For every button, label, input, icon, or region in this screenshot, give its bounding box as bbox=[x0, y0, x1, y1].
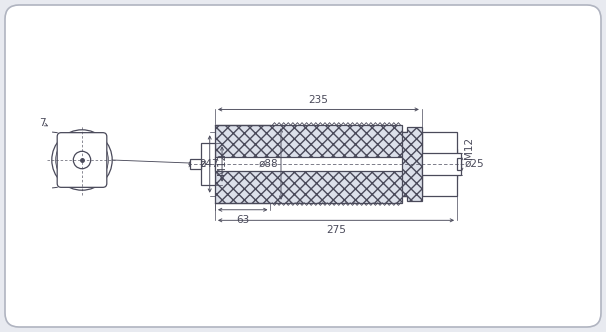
Text: 63: 63 bbox=[236, 215, 249, 225]
Polygon shape bbox=[422, 132, 457, 196]
Circle shape bbox=[52, 130, 112, 190]
FancyBboxPatch shape bbox=[57, 133, 107, 187]
Polygon shape bbox=[215, 157, 413, 171]
Polygon shape bbox=[215, 125, 457, 203]
Polygon shape bbox=[402, 127, 422, 201]
Text: ø72: ø72 bbox=[187, 159, 207, 169]
Polygon shape bbox=[457, 158, 461, 170]
Polygon shape bbox=[190, 159, 201, 169]
Circle shape bbox=[56, 134, 108, 186]
FancyBboxPatch shape bbox=[5, 5, 601, 327]
Text: ø47: ø47 bbox=[199, 159, 219, 169]
Circle shape bbox=[73, 151, 91, 169]
Text: M12: M12 bbox=[217, 153, 227, 175]
Text: 275: 275 bbox=[326, 225, 346, 235]
Text: M12: M12 bbox=[464, 137, 474, 159]
Text: ø88: ø88 bbox=[258, 159, 278, 169]
Text: 7: 7 bbox=[39, 118, 45, 128]
Polygon shape bbox=[422, 153, 461, 175]
Text: 235: 235 bbox=[308, 95, 328, 106]
Text: ø25: ø25 bbox=[464, 159, 484, 169]
Polygon shape bbox=[201, 143, 215, 185]
